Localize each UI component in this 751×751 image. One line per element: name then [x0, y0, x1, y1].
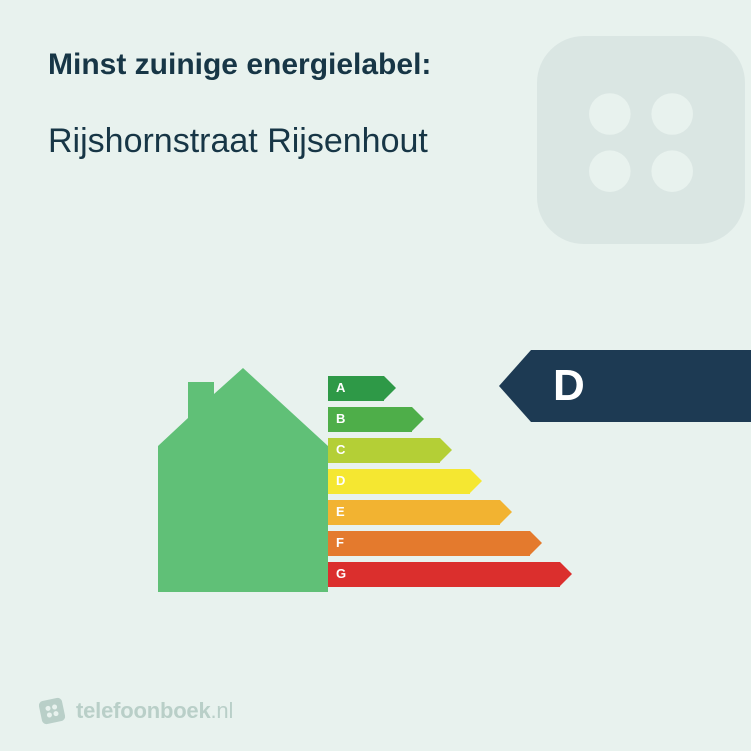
bar-label: G	[336, 566, 346, 581]
badge-arrow	[499, 350, 531, 422]
rating-badge: D	[499, 350, 751, 422]
bar-label: D	[336, 473, 345, 488]
bar-shape	[328, 531, 530, 556]
energy-bar-f: F	[328, 531, 560, 556]
bar-label: C	[336, 442, 345, 457]
bar-label: F	[336, 535, 344, 550]
energy-bar-e: E	[328, 500, 560, 525]
house-icon	[158, 368, 328, 597]
energy-bar-d: D	[328, 469, 560, 494]
energy-bar-g: G	[328, 562, 560, 587]
brand-icon	[35, 694, 68, 727]
page-subtitle: Rijshornstraat Rijsenhout	[48, 122, 703, 161]
brand-text: telefoonboek.nl	[76, 698, 233, 724]
bar-shape	[328, 562, 560, 587]
brand-name-bold: telefoonboek	[76, 698, 211, 723]
page-title: Minst zuinige energielabel:	[48, 48, 703, 82]
bar-label: E	[336, 504, 345, 519]
bar-label: B	[336, 411, 345, 426]
bar-shape	[328, 500, 500, 525]
brand-name-light: .nl	[211, 698, 234, 723]
footer-brand: telefoonboek.nl	[38, 697, 233, 725]
bar-label: A	[336, 380, 345, 395]
badge-letter: D	[531, 350, 751, 422]
bar-shape	[328, 469, 470, 494]
energy-bar-c: C	[328, 438, 560, 463]
